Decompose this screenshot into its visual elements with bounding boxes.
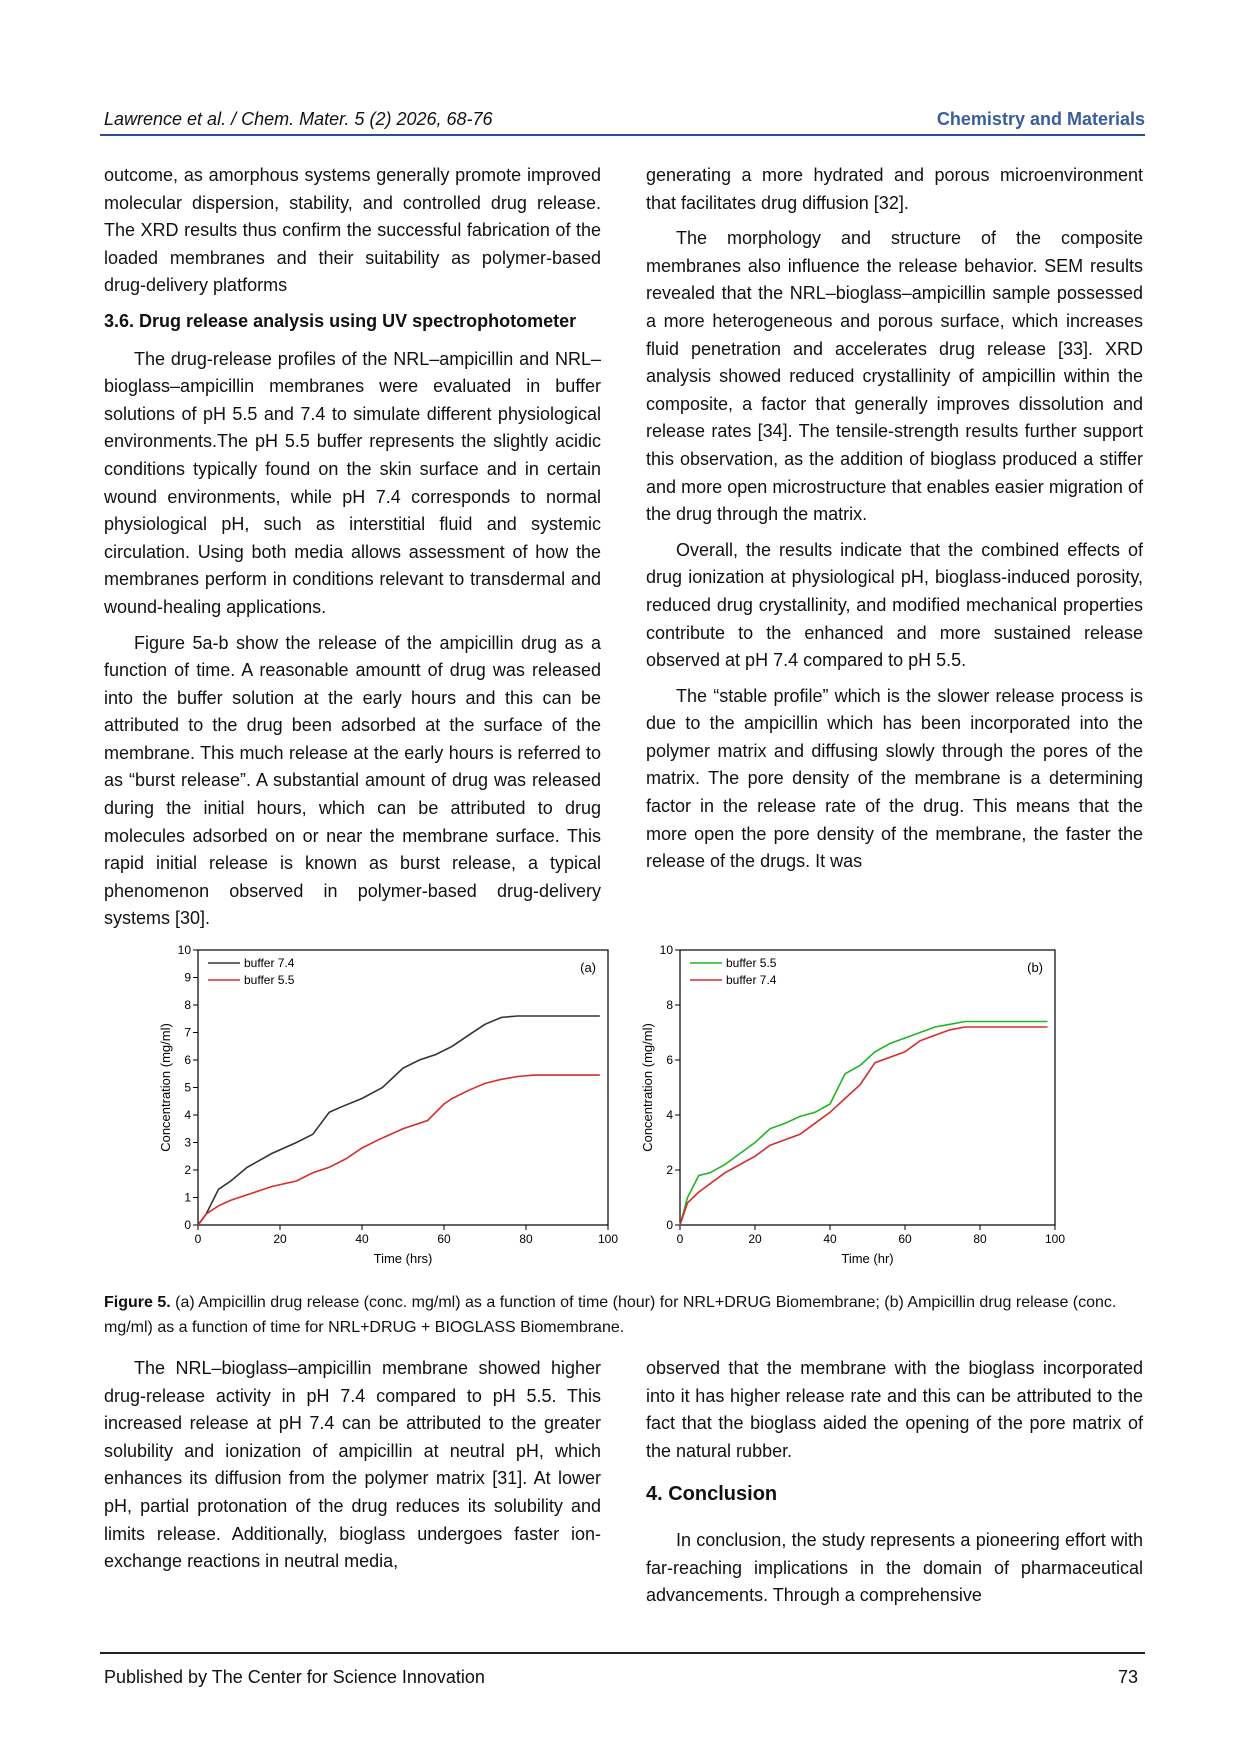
plot-frame [679,949,1056,1226]
y-tick-label: 1 [184,1191,191,1205]
y-tick-label: 6 [184,1053,191,1067]
paragraph: generating a more hydrated and porous mi… [646,165,1143,213]
footer-publisher: Published by The Center for Science Inno… [104,1667,485,1687]
panel-label: (a) [580,960,596,975]
paragraph: Overall, the results indicate that the c… [646,539,1143,671]
legend-entry: buffer 5.5 [726,956,777,970]
series-line-0 [679,1020,1048,1226]
running-header-citation: Lawrence et al. / Chem. Mater. 5 (2) 202… [104,109,493,129]
x-tick-label: 80 [519,1232,533,1246]
column-right-top: generating a more hydrated and porous mi… [646,162,1143,884]
x-tick-label: 0 [677,1232,684,1246]
x-tick-label: 100 [1045,1232,1065,1246]
paragraph: Figure 5a-b show the release of the ampi… [104,632,601,929]
x-tick-label: 40 [355,1232,369,1246]
paragraph: The drug-release profiles of the NRL–amp… [104,348,601,617]
series-line-1 [197,1074,600,1226]
column-right-bottom: observed that the membrane with the biog… [646,1355,1143,1618]
y-tick-label: 7 [184,1026,191,1040]
page-number: 73 [1117,1667,1138,1687]
y-tick-label: 0 [184,1218,191,1232]
figure-caption-text: (a) Ampicillin drug release (conc. mg/ml… [104,1294,1117,1336]
panel-label: (b) [1027,960,1043,975]
x-axis-label: Time (hr) [841,1251,893,1266]
y-tick-label: 6 [666,1053,673,1067]
paragraph: observed that the membrane with the biog… [646,1358,1143,1461]
y-tick-label: 3 [184,1136,191,1150]
series-line-1 [679,1026,1048,1226]
legend-entry: buffer 5.5 [244,973,295,987]
y-tick-label: 2 [184,1163,191,1177]
y-tick-label: 10 [178,943,192,957]
y-tick-label: 10 [660,943,674,957]
x-tick-label: 60 [898,1232,912,1246]
x-tick-label: 100 [598,1232,618,1246]
header-rule [100,134,1145,136]
y-tick-label: 8 [184,998,191,1012]
figure-caption: Figure 5. (a) Ampicillin drug release (c… [104,1290,1140,1340]
y-tick-label: 9 [184,971,191,985]
x-tick-label: 20 [748,1232,762,1246]
paragraph: The “stable profile” which is the slower… [646,685,1143,872]
figure-label: Figure 5. [104,1294,171,1311]
release-chart-a: 0 20 40 60 80 100 0 1 2 3 4 5 6 7 8 9 10 Time (hrs) Concen… [158,943,618,1266]
y-axis-label: Concentration (mg/ml) [640,1023,655,1152]
paragraph: The NRL–bioglass–ampicillin membrane sho… [104,1358,601,1572]
legend-entry: buffer 7.4 [726,973,777,987]
journal-name: Chemistry and Materials [936,109,1145,129]
x-tick-label: 0 [195,1232,202,1246]
x-tick-label: 60 [437,1232,451,1246]
column-left-top: outcome, as amorphous systems generally … [104,162,601,941]
footer-rule [100,1652,1145,1654]
series-line-0 [197,1015,600,1226]
y-tick-label: 8 [666,998,673,1012]
section-heading: 4. Conclusion [646,1483,778,1506]
x-tick-label: 20 [273,1232,287,1246]
y-tick-label: 4 [184,1108,191,1122]
paragraph: In conclusion, the study represents a pi… [646,1529,1143,1606]
legend-entry: buffer 7.4 [244,956,295,970]
paragraph: outcome, as amorphous systems generally … [104,165,601,296]
x-tick-label: 40 [823,1232,837,1246]
section-heading: 3.6. Drug release analysis using UV spec… [104,310,577,331]
y-tick-label: 0 [666,1218,673,1232]
y-tick-label: 4 [666,1108,673,1122]
y-axis-label: Concentration (mg/ml) [158,1023,173,1152]
x-tick-label: 80 [973,1232,987,1246]
paragraph: The morphology and structure of the comp… [646,228,1143,525]
release-chart-b: 0 20 40 60 80 100 0 2 4 6 8 10 Time (hr) Concentratio… [640,943,1065,1266]
y-tick-label: 5 [184,1081,191,1095]
plot-frame [197,949,609,1226]
column-left-bottom: The NRL–bioglass–ampicillin membrane sho… [104,1355,601,1584]
y-tick-label: 2 [666,1163,673,1177]
x-axis-label: Time (hrs) [374,1251,433,1266]
